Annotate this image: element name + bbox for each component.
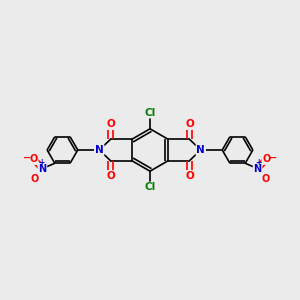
Text: Cl: Cl [144,182,156,192]
Text: O: O [106,171,115,181]
Text: O: O [262,174,270,184]
Text: Cl: Cl [144,108,156,118]
Text: N: N [38,164,46,174]
Text: O: O [185,171,194,181]
Text: −: − [23,153,31,163]
Text: N: N [95,145,103,155]
Text: O: O [262,154,271,164]
Text: O: O [185,119,194,129]
Text: O: O [106,119,115,129]
Text: −: − [269,153,277,163]
Text: O: O [30,174,38,184]
Text: +: + [39,158,45,166]
Text: O: O [29,154,38,164]
Text: N: N [196,145,205,155]
Text: N: N [254,164,262,174]
Text: +: + [255,158,261,166]
